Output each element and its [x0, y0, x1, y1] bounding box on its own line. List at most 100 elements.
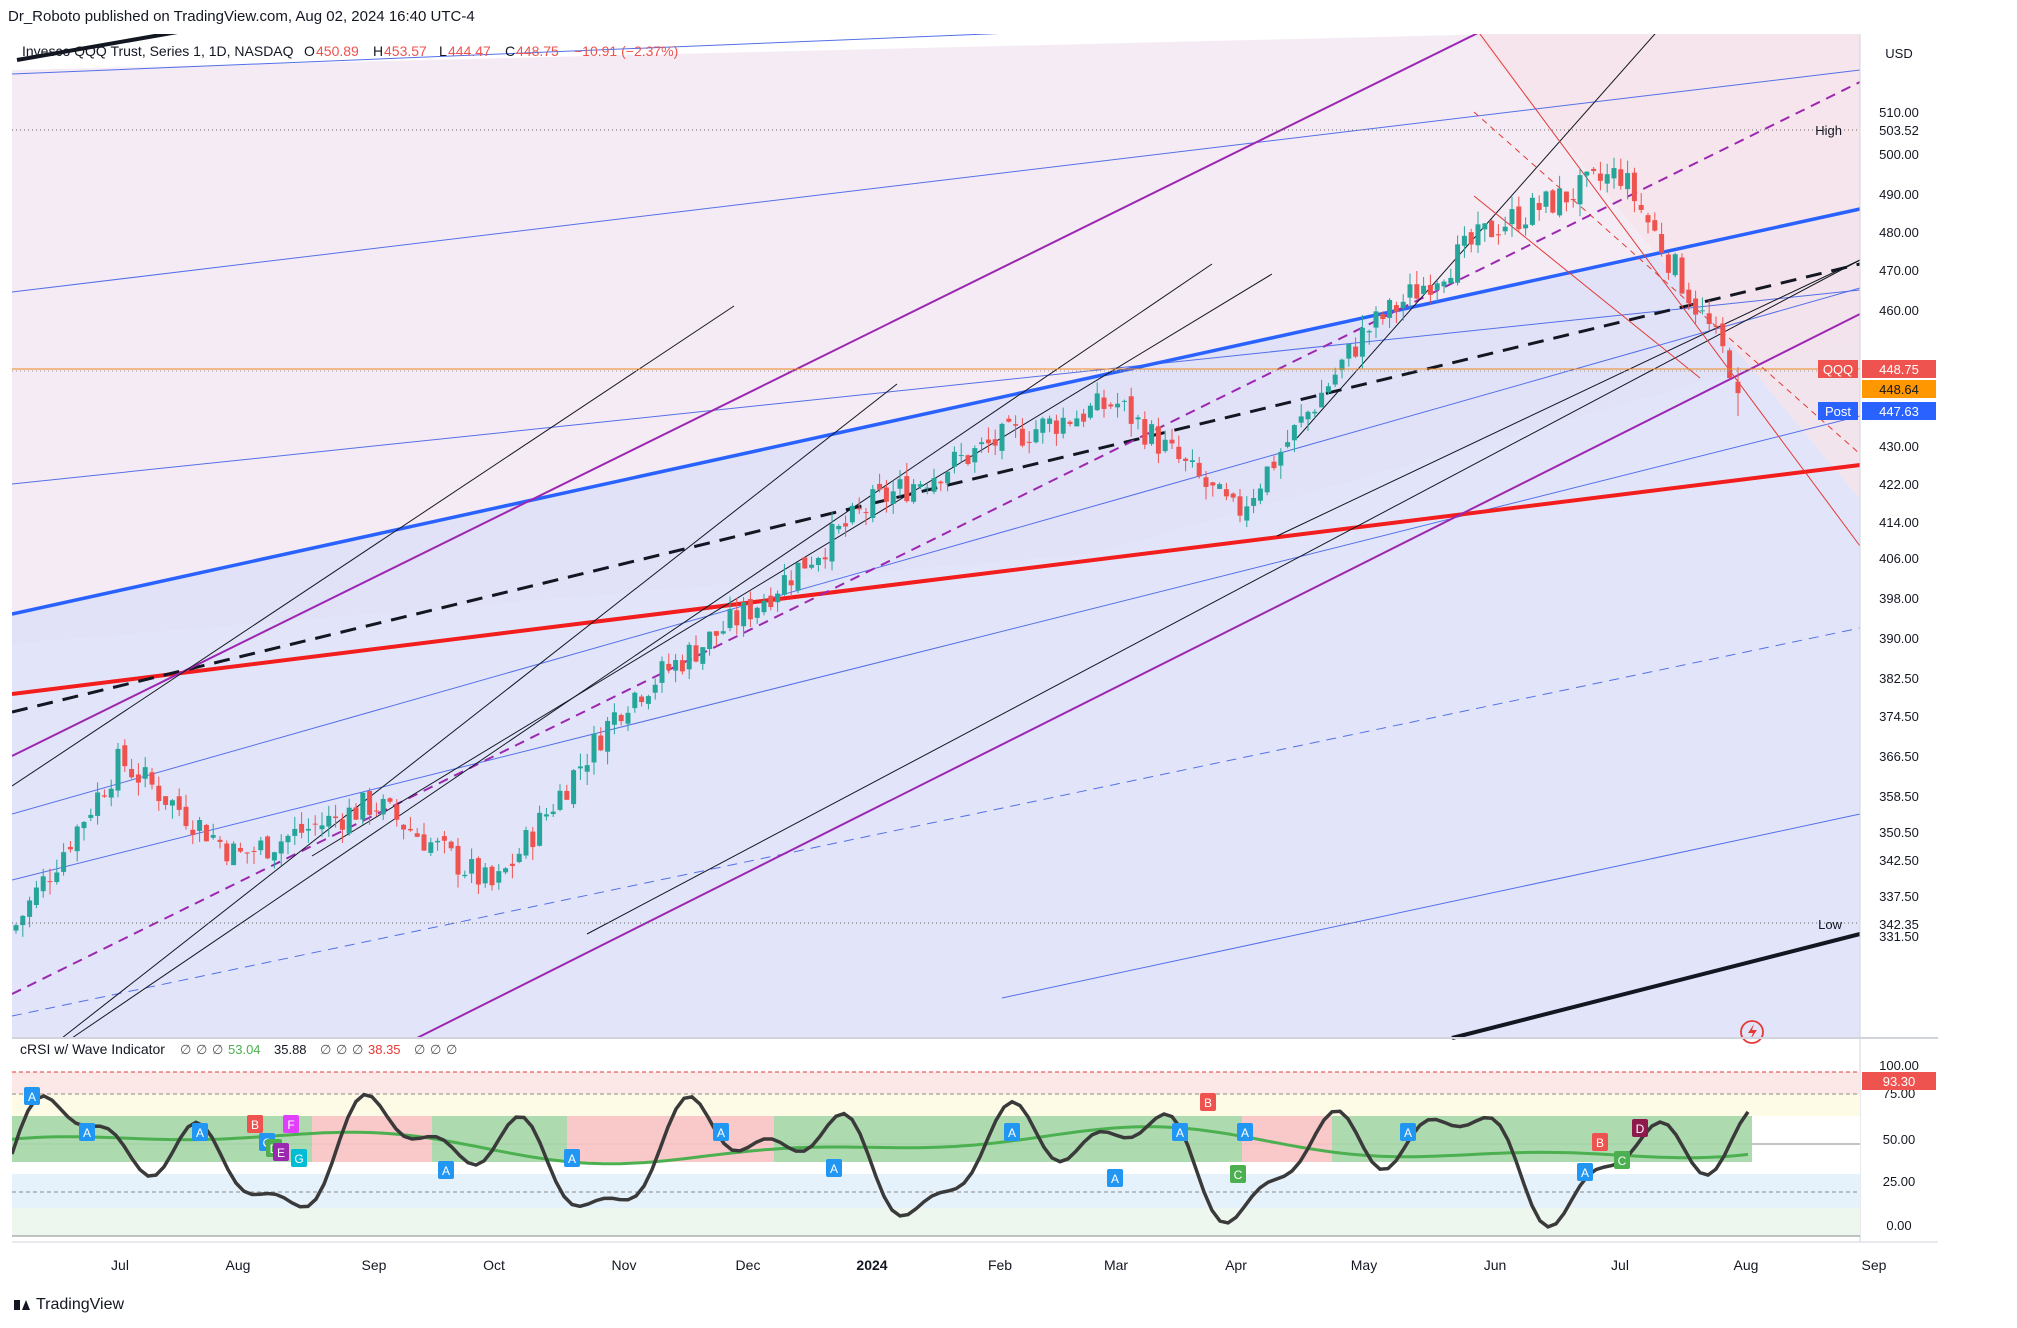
chart-frame[interactable]: Invesco QQQ Trust, Series 1, 1D, NASDAQ …	[10, 24, 1938, 1284]
price-tick-label: 470.00	[1879, 263, 1919, 278]
candle-body	[516, 853, 522, 863]
candle-body	[333, 816, 339, 819]
candle-body	[435, 840, 441, 843]
candle-body	[258, 840, 264, 851]
candle-body	[1169, 439, 1175, 444]
candle-body	[67, 846, 73, 850]
price-tick-label: 382.50	[1879, 671, 1919, 686]
indicator-axis-label: 100.00	[1879, 1058, 1919, 1073]
wave-marker-label: A	[1111, 1172, 1119, 1186]
candle-body	[1427, 284, 1433, 295]
price-tick-label: 510.00	[1879, 105, 1919, 120]
legend-high-value: 453.57	[384, 43, 427, 59]
tradingview-footer[interactable]: TradingView	[14, 1296, 124, 1314]
candle-body	[1353, 346, 1359, 357]
candle-body	[475, 858, 481, 885]
candle-body	[1550, 190, 1556, 213]
candle-body	[843, 523, 849, 527]
candles-layer	[13, 157, 1741, 937]
wave-marker	[713, 1123, 729, 1141]
candle-body	[353, 807, 359, 820]
legend-change: −10.91 (−2.37%)	[574, 43, 678, 59]
blue-channel-fill	[12, 209, 1872, 1038]
publisher-header: Dr_Roboto published on TradingView.com, …	[8, 8, 475, 25]
candle-body	[557, 790, 563, 810]
red-channel-line-1	[1473, 25, 1861, 547]
indicator-value-7: ∅	[336, 1042, 347, 1057]
candle-body	[1475, 224, 1481, 246]
candle-body	[564, 790, 570, 800]
candle-body	[441, 836, 447, 841]
candle-body	[1346, 344, 1352, 359]
crsi-current-tag	[1862, 1072, 1936, 1090]
candle-body	[537, 812, 543, 846]
post-price-tag	[1862, 402, 1936, 420]
wave-marker-label: E	[277, 1146, 285, 1160]
candle-body	[1115, 403, 1121, 408]
candle-body	[1387, 299, 1393, 318]
candle-body	[693, 645, 699, 662]
time-tick-label: Nov	[612, 1257, 637, 1273]
wave-marker	[826, 1159, 842, 1177]
wave-marker	[291, 1149, 307, 1167]
candle-body	[1176, 446, 1182, 460]
candle-body	[33, 887, 39, 905]
thin-blue-line-6	[1001, 813, 1861, 999]
candle-body	[1013, 424, 1019, 426]
bid-price-tag-text: 448.64	[1879, 382, 1919, 397]
wave-marker-label: C	[1234, 1168, 1243, 1182]
wave-markers: AAABCDEFGAAAAAAABACAABCD	[24, 1087, 1648, 1187]
candle-body	[1060, 417, 1066, 434]
candle-body	[815, 558, 821, 566]
price-tick-label: 366.50	[1879, 749, 1919, 764]
black-thin-line-1	[11, 305, 735, 787]
wave-marker	[1592, 1133, 1608, 1151]
candle-body	[394, 804, 400, 820]
candle-body	[1264, 466, 1270, 493]
candle-body	[734, 610, 740, 626]
candle-body	[1298, 416, 1304, 423]
candle-body	[795, 562, 801, 591]
candle-body	[652, 684, 658, 693]
price-axis-bg[interactable]	[1860, 34, 1938, 1038]
legend-title: Invesco QQQ Trust, Series 1, 1D, NASDAQ	[22, 43, 294, 59]
time-axis[interactable]: Jul Aug Sep Oct Nov Dec 2024 Feb Mar Apr May Jun Jul…	[111, 1257, 1887, 1273]
candle-body	[931, 478, 937, 492]
candle-body	[40, 876, 46, 892]
thin-blue-line-1	[11, 25, 1183, 75]
candle-body	[115, 748, 121, 791]
candle-body	[61, 852, 67, 872]
candle-body	[489, 866, 495, 886]
candle-body	[142, 767, 148, 779]
candle-body	[482, 867, 488, 884]
indicator-value-4: 53.04	[228, 1042, 261, 1057]
candle-body	[149, 772, 155, 785]
post-tag-text: Post	[1825, 404, 1851, 419]
candle-body	[707, 631, 713, 650]
wave-marker-label: B	[1204, 1096, 1212, 1110]
price-tick-label: 490.00	[1879, 187, 1919, 202]
candle-body	[1006, 418, 1012, 422]
candle-body	[822, 557, 828, 560]
candle-body	[1285, 442, 1291, 447]
candle-body	[251, 850, 257, 852]
legend-open-value: 450.89	[316, 43, 359, 59]
candle-body	[47, 881, 53, 883]
candle-body	[428, 842, 434, 853]
candle-body	[1183, 458, 1189, 461]
chart-svg[interactable]: Invesco QQQ Trust, Series 1, 1D, NASDAQ …	[10, 24, 1938, 1284]
candle-body	[1223, 489, 1229, 497]
candle-body	[509, 863, 515, 866]
symbol-tag	[1818, 360, 1858, 378]
alert-icon[interactable]	[1740, 1020, 1764, 1044]
wave-marker	[1004, 1123, 1020, 1141]
price-tick-label: 398.00	[1879, 591, 1919, 606]
price-tick-label: 460.00	[1879, 303, 1919, 318]
candle-body	[747, 599, 753, 620]
wave-marker-label: G	[294, 1152, 303, 1166]
candle-body	[319, 825, 325, 830]
candle-body	[1040, 418, 1046, 433]
black-thin-line-5	[586, 259, 1861, 935]
candle-body	[639, 696, 645, 703]
candle-body	[278, 841, 284, 854]
